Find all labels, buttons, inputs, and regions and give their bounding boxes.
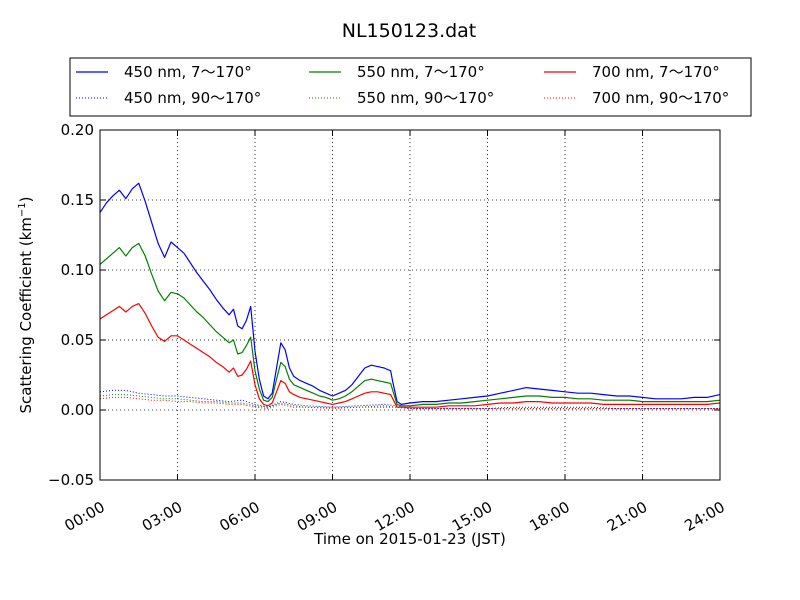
series-line-550-nm-90-170 (99, 394, 720, 410)
x-tick-label: 24:00 (681, 498, 727, 535)
legend-label: 550 nm, 7～170° (357, 63, 485, 81)
x-axis-label: Time on 2015-01-23 (JST) (313, 530, 506, 548)
y-axis-label-close: ) (17, 196, 35, 202)
y-tick-label: 0.10 (61, 261, 94, 279)
x-tick-label: 18:00 (526, 498, 572, 535)
legend-label: 450 nm, 90～170° (124, 89, 261, 107)
chart-title: NL150123.dat (342, 20, 477, 42)
y-axis-label: Scattering Coefficient (km−1) (17, 196, 35, 413)
y-axis-label-text: Scattering Coefficient (km (17, 217, 35, 413)
x-tick-label: 03:00 (139, 498, 185, 535)
legend: 450 nm, 7～170° 550 nm, 7～170° 700 nm, 7～17… (69, 57, 752, 117)
legend-label: 550 nm, 90～170° (357, 89, 494, 107)
series-layer (99, 182, 721, 410)
y-tick-label: 0.15 (61, 191, 94, 209)
y-tick-label: 0.20 (61, 121, 94, 139)
legend-label: 450 nm, 7～170° (124, 63, 252, 81)
y-tick-label: 0.00 (61, 401, 94, 419)
legend-label: 700 nm, 90～170° (592, 89, 729, 107)
y-tick-label: −0.05 (48, 471, 94, 489)
x-tick-label: 00:00 (61, 498, 107, 535)
x-tick-label: 06:00 (216, 498, 262, 535)
ticks: 00:00 03:00 06:00 09:00 12:00 15:00 18:00 21:00… (48, 121, 728, 535)
grid (100, 130, 720, 480)
legend-label: 700 nm, 7～170° (592, 63, 720, 81)
series-line-700-nm-7-170 (99, 303, 721, 408)
legend-box (69, 57, 752, 117)
x-tick-label: 21:00 (604, 498, 650, 535)
y-tick-label: 0.05 (61, 331, 94, 349)
series-line-550-nm-7-170 (99, 242, 721, 407)
y-axis-label-exponent: −1 (17, 202, 28, 217)
series-line-450-nm-7-170 (99, 182, 721, 405)
